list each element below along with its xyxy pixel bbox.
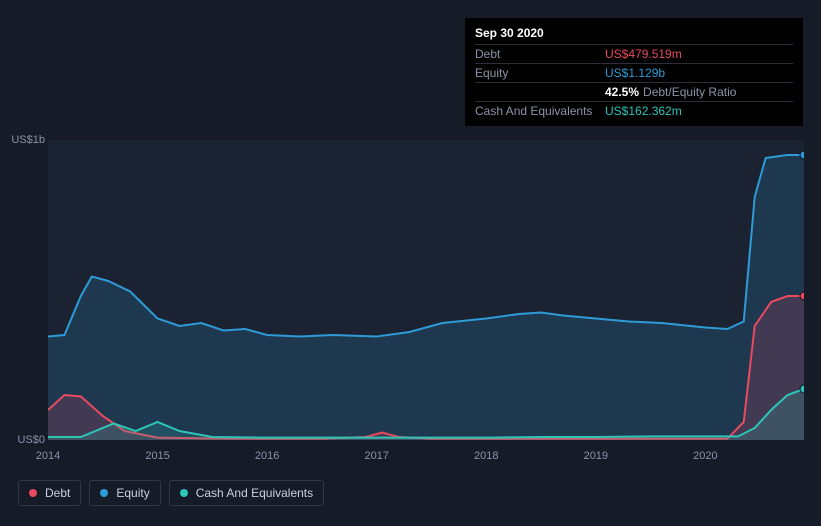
- tooltip-row: Cash And EquivalentsUS$162.362m: [475, 101, 793, 120]
- x-axis-label: 2014: [36, 450, 60, 462]
- tooltip-row-value: US$1.129b: [605, 66, 665, 80]
- x-axis-label: 2018: [474, 450, 498, 462]
- chart-legend: Debt Equity Cash And Equivalents: [18, 480, 324, 506]
- legend-item-equity[interactable]: Equity: [89, 480, 160, 506]
- tooltip-row-label: [475, 85, 605, 99]
- legend-item-debt[interactable]: Debt: [18, 480, 81, 506]
- tooltip-row-value: US$479.519m: [605, 47, 682, 61]
- chart-plot: [48, 120, 804, 440]
- x-axis-label: 2020: [693, 450, 717, 462]
- tooltip-row-value: 42.5%Debt/Equity Ratio: [605, 85, 736, 99]
- tooltip-row-label: Debt: [475, 47, 605, 61]
- legend-label: Cash And Equivalents: [196, 486, 313, 500]
- legend-label: Equity: [116, 486, 149, 500]
- legend-dot-icon: [29, 489, 37, 497]
- x-axis-label: 2016: [255, 450, 279, 462]
- x-axis-label: 2017: [364, 450, 388, 462]
- legend-dot-icon: [100, 489, 108, 497]
- legend-item-cash[interactable]: Cash And Equivalents: [169, 480, 324, 506]
- y-axis-label: US$0: [0, 434, 45, 446]
- y-axis-label: US$1b: [0, 134, 45, 146]
- tooltip-row: DebtUS$479.519m: [475, 44, 793, 63]
- series-end-marker-equity: [800, 151, 804, 159]
- tooltip-row-label: Equity: [475, 66, 605, 80]
- tooltip-date: Sep 30 2020: [475, 24, 793, 44]
- series-end-marker-cash: [800, 385, 804, 393]
- tooltip-row: EquityUS$1.129b: [475, 63, 793, 82]
- x-axis-label: 2019: [584, 450, 608, 462]
- tooltip-row-value: US$162.362m: [605, 104, 682, 118]
- x-axis-label: 2015: [145, 450, 169, 462]
- chart-tooltip: Sep 30 2020 DebtUS$479.519mEquityUS$1.12…: [465, 18, 803, 126]
- legend-label: Debt: [45, 486, 70, 500]
- series-end-marker-debt: [800, 292, 804, 300]
- tooltip-row: 42.5%Debt/Equity Ratio: [475, 82, 793, 101]
- legend-dot-icon: [180, 489, 188, 497]
- debt-equity-chart: [0, 120, 821, 450]
- x-axis: 2014 2015 2016 2017 2018 2019 2020: [0, 450, 821, 470]
- tooltip-row-label: Cash And Equivalents: [475, 104, 605, 118]
